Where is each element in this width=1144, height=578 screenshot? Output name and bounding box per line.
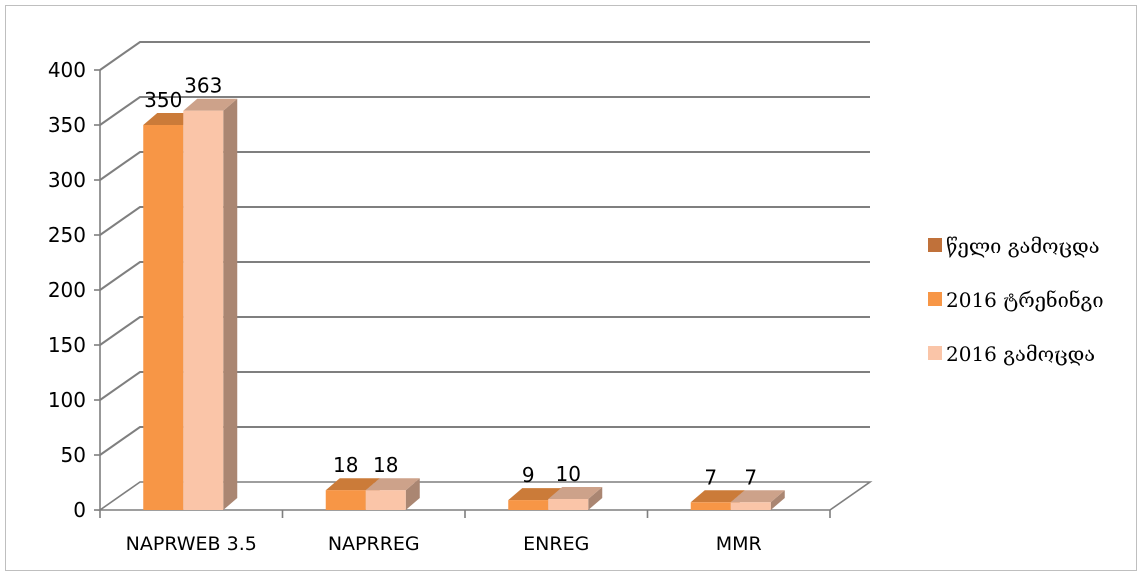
bar: [183, 110, 224, 510]
bar: [730, 502, 771, 510]
legend-label: წელი გამოცდა: [946, 234, 1100, 258]
bar-top: [690, 490, 745, 503]
category-label: ENREG: [523, 533, 589, 555]
gridline: [99, 371, 870, 401]
data-label: 350: [144, 88, 182, 112]
legend-swatch: [928, 292, 942, 306]
gridline: [99, 41, 870, 71]
bar-side: [770, 490, 785, 510]
y-tick-label: 150: [48, 333, 86, 357]
data-label: 9: [522, 463, 535, 487]
data-label: 363: [184, 74, 222, 98]
data-label: 7: [744, 465, 757, 489]
legend: წელი გამოცდა 2016 ტრენინგი 2016 გამოცდა: [928, 234, 1104, 366]
bar: [143, 125, 184, 510]
y-tick-label: 200: [48, 278, 86, 302]
bar-side: [588, 487, 603, 510]
y-tick-label: 0: [73, 498, 86, 522]
gridlines: [99, 41, 870, 456]
gridline: [99, 316, 870, 346]
bar-side: [405, 478, 420, 510]
legend-label: 2016 ტრენინგი: [946, 288, 1104, 312]
y-tick-label: 250: [48, 223, 86, 247]
legend-swatch: [928, 238, 942, 252]
bar: [690, 502, 731, 510]
y-axis-ticks: 0 50 100 150 200 250 300 350 400: [48, 58, 86, 522]
bar-top: [508, 488, 563, 501]
category-label: MMR: [716, 533, 762, 555]
y-tick-label: 300: [48, 168, 86, 192]
bar: [325, 490, 366, 510]
bar-top: [730, 490, 785, 503]
bar-top: [365, 478, 420, 491]
data-label: 7: [704, 465, 717, 489]
category-label: NAPRREG: [328, 533, 420, 555]
gridline: [99, 96, 870, 126]
bar: [508, 500, 549, 510]
y-tick-label: 400: [48, 58, 86, 82]
gridline: [99, 206, 870, 236]
gridline: [99, 426, 870, 456]
data-label: 18: [373, 453, 398, 477]
y-tick-label: 350: [48, 113, 86, 137]
bar: [365, 490, 406, 510]
axes: [94, 69, 831, 518]
gridline: [99, 151, 870, 181]
data-label: 18: [333, 453, 358, 477]
y-tick-label: 50: [61, 443, 86, 467]
data-label: 10: [556, 462, 581, 486]
legend-label: 2016 გამოცდა: [946, 342, 1095, 366]
bars: [143, 98, 785, 510]
bar-top: [183, 98, 238, 111]
bar-top: [548, 487, 603, 499]
category-label: NAPRWEB 3.5: [126, 533, 257, 555]
gridline: [99, 261, 870, 291]
category-labels: NAPRWEB 3.5 NAPRREG ENREG MMR: [126, 533, 762, 555]
y-tick-label: 100: [48, 388, 86, 412]
bar: [548, 499, 589, 510]
legend-swatch: [928, 346, 942, 360]
bar-side: [223, 98, 238, 510]
bar-top: [325, 478, 380, 491]
